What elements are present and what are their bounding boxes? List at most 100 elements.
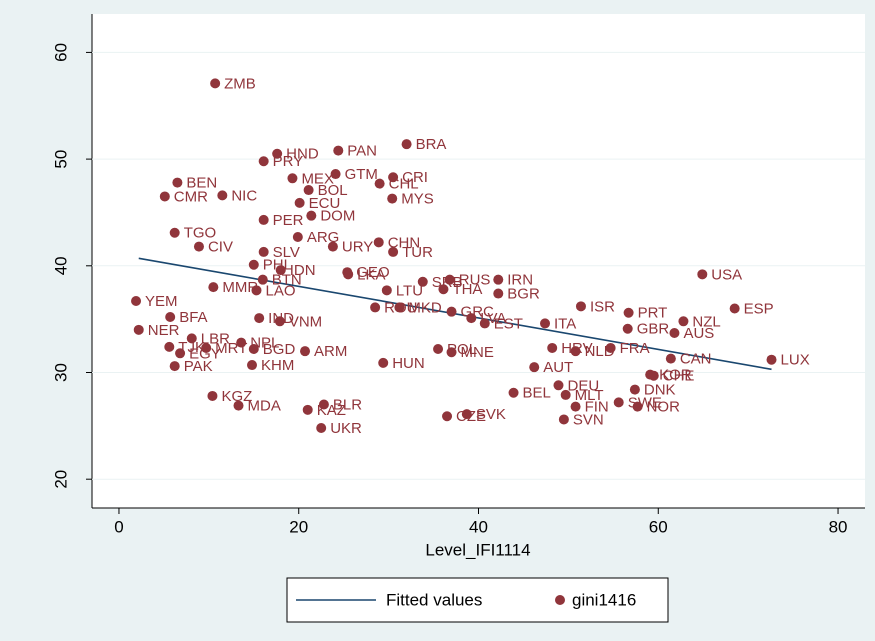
point-label: BEL [523, 385, 551, 402]
point-label: TGO [184, 225, 217, 242]
point [669, 328, 680, 339]
point-label: KHM [261, 357, 294, 374]
point-label: CHE [663, 368, 695, 385]
point-label: IRN [507, 272, 533, 289]
point-label: CAN [680, 351, 712, 368]
point-label: MDA [248, 398, 281, 415]
point [570, 346, 581, 357]
x-axis-label: Level_IFI1114 [425, 540, 530, 559]
point [330, 169, 341, 180]
x-tick-label: 0 [114, 517, 123, 536]
point-label: EST [494, 315, 523, 332]
point-label: PER [273, 212, 304, 229]
point-label: FIN [585, 399, 609, 416]
point [186, 333, 197, 344]
point-label: KGZ [221, 388, 252, 405]
y-tick-label: 50 [51, 150, 70, 169]
point [446, 306, 457, 317]
point [169, 227, 180, 238]
point-label: MRT [215, 340, 247, 357]
point [479, 318, 490, 329]
point [378, 357, 389, 368]
point [433, 344, 444, 355]
point [570, 401, 581, 412]
point [294, 197, 305, 208]
point-label: URY [342, 239, 373, 256]
point [493, 288, 504, 299]
point [678, 316, 689, 327]
point-label: MEX [301, 170, 334, 187]
point [251, 285, 262, 296]
point [373, 237, 384, 248]
point [766, 354, 777, 365]
point [547, 342, 558, 353]
point-label: PAN [347, 143, 377, 160]
point-label: MKD [408, 299, 442, 316]
point-label: NLD [585, 343, 615, 360]
point [466, 313, 477, 324]
y-tick-label: 40 [51, 256, 70, 275]
point-label: LBR [201, 330, 230, 347]
point-label: BEN [186, 175, 217, 192]
point [300, 346, 311, 357]
point [133, 324, 144, 335]
point [697, 269, 708, 280]
point-label: ECU [309, 195, 341, 212]
point-label: LAO [265, 282, 295, 299]
point [274, 316, 285, 327]
point [316, 422, 327, 433]
point [417, 276, 428, 287]
point [401, 139, 412, 150]
point-label: NOR [647, 399, 681, 416]
point [131, 296, 142, 307]
point-label: CIV [208, 239, 233, 256]
point [529, 362, 540, 373]
point-label: MNE [461, 344, 494, 361]
point-label: GBR [637, 321, 670, 338]
point [553, 380, 564, 391]
point-label: SVN [573, 411, 604, 428]
point [159, 191, 170, 202]
point [575, 301, 586, 312]
y-tick-label: 60 [51, 43, 70, 62]
point [648, 370, 659, 381]
point [342, 267, 353, 278]
point [165, 312, 176, 323]
point-label: ZMB [224, 75, 256, 92]
point-label: ARG [307, 229, 340, 246]
point [446, 347, 457, 358]
point [201, 342, 212, 353]
point-label: BGD [263, 341, 296, 358]
x-tick-label: 80 [829, 517, 848, 536]
point [327, 241, 338, 252]
point [540, 318, 551, 329]
point [461, 409, 472, 420]
point [508, 387, 519, 398]
point [394, 302, 405, 313]
point-label: THA [452, 281, 482, 298]
point [287, 173, 298, 184]
legend-label: Fitted values [386, 590, 482, 609]
point [558, 414, 569, 425]
point-label: LTU [396, 282, 423, 299]
point [193, 241, 204, 252]
point [438, 284, 449, 295]
point [292, 231, 303, 242]
point [729, 303, 740, 314]
point-label: CHL [389, 176, 419, 193]
point-label: DOM [320, 208, 355, 225]
point-label: AUT [543, 359, 573, 376]
point [164, 341, 175, 352]
point [444, 274, 455, 285]
point [613, 397, 624, 408]
point [175, 348, 186, 359]
point [257, 274, 268, 285]
point [210, 78, 221, 89]
point-label: AUS [683, 325, 714, 342]
point [632, 401, 643, 412]
point [254, 313, 265, 324]
point-label: GTM [345, 166, 378, 183]
point [275, 265, 286, 276]
point [246, 360, 257, 371]
point [623, 307, 634, 318]
